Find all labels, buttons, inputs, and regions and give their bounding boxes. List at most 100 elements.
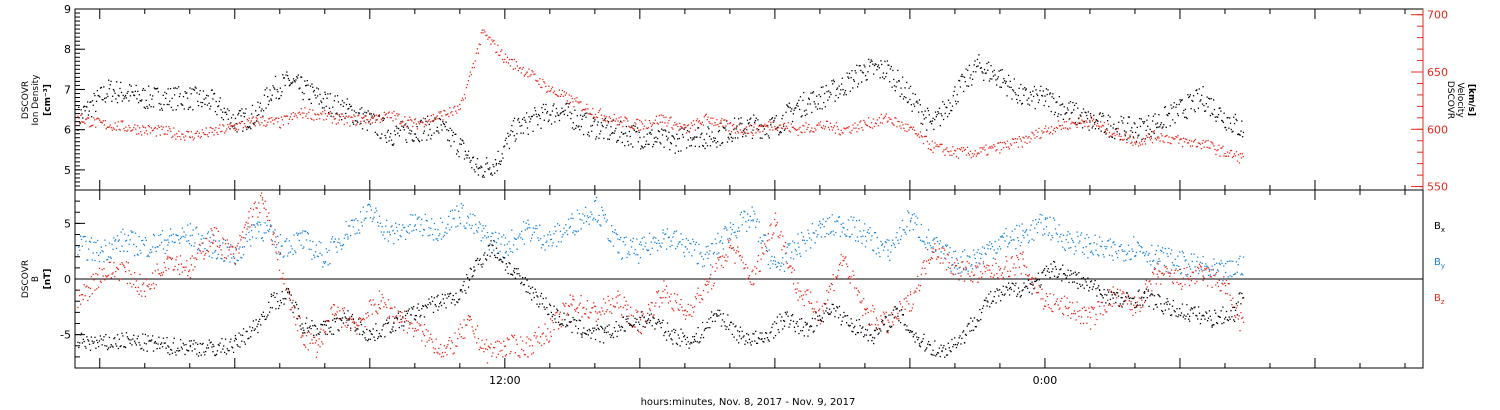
by-point bbox=[425, 219, 427, 222]
bz-point bbox=[437, 352, 439, 354]
bz-point bbox=[93, 279, 95, 281]
bz-point bbox=[356, 324, 358, 326]
by-point bbox=[180, 236, 183, 238]
bz-point bbox=[310, 333, 312, 335]
bz-point bbox=[563, 304, 565, 306]
by-point bbox=[185, 234, 187, 236]
velocity-point bbox=[969, 150, 972, 152]
density-point bbox=[188, 106, 190, 109]
by-point bbox=[171, 240, 174, 243]
by-point bbox=[716, 253, 718, 255]
bz-point bbox=[106, 276, 108, 278]
velocity-point bbox=[509, 65, 512, 67]
density-point bbox=[434, 117, 436, 119]
bz-point bbox=[432, 347, 435, 349]
density-point bbox=[274, 75, 277, 78]
density-point bbox=[505, 137, 507, 139]
by-point bbox=[1067, 231, 1069, 233]
velocity-point bbox=[433, 119, 435, 121]
by-point bbox=[641, 237, 643, 239]
bz-point bbox=[569, 294, 571, 296]
bz-point bbox=[828, 285, 831, 287]
density-point bbox=[91, 100, 94, 102]
velocity-point bbox=[604, 120, 607, 122]
density-point bbox=[194, 86, 196, 88]
velocity-point bbox=[683, 124, 685, 126]
density-point bbox=[491, 174, 493, 176]
by-point bbox=[177, 234, 179, 237]
bz-point bbox=[196, 252, 199, 254]
density-point bbox=[341, 100, 344, 102]
by-point bbox=[84, 235, 86, 238]
velocity-point bbox=[358, 114, 360, 116]
density-point bbox=[346, 98, 348, 100]
density-axis-label: DSCOVR Ion Density [cm⁻³] bbox=[21, 74, 53, 126]
density-point bbox=[337, 101, 340, 103]
by-point bbox=[542, 244, 544, 246]
density-point bbox=[869, 61, 872, 63]
density-point bbox=[975, 65, 978, 68]
velocity-point bbox=[1223, 155, 1225, 157]
velocity-point bbox=[999, 152, 1001, 154]
velocity-point bbox=[827, 126, 830, 129]
velocity-point bbox=[1147, 133, 1150, 135]
bz-point bbox=[295, 324, 297, 326]
bz-point bbox=[393, 321, 395, 323]
velocity-point bbox=[1102, 125, 1105, 127]
by-point bbox=[606, 219, 608, 221]
by-point bbox=[670, 240, 672, 242]
velocity-point bbox=[265, 125, 267, 128]
by-point bbox=[305, 239, 308, 241]
bz-point bbox=[587, 316, 589, 318]
density-point bbox=[319, 93, 321, 96]
by-point bbox=[319, 252, 321, 254]
density-point bbox=[967, 69, 969, 71]
by-point bbox=[728, 241, 730, 244]
velocity-tick-label: 700 bbox=[1427, 9, 1448, 22]
bz-point bbox=[335, 314, 337, 316]
velocity-point bbox=[93, 117, 95, 119]
by-point bbox=[495, 241, 498, 244]
velocity-point bbox=[885, 113, 887, 115]
density-point bbox=[1075, 102, 1077, 105]
bz-point bbox=[431, 338, 433, 340]
bz-point bbox=[119, 263, 121, 265]
bz-point bbox=[442, 355, 445, 358]
density-point bbox=[253, 123, 255, 126]
by-point bbox=[1083, 253, 1085, 255]
velocity-point bbox=[730, 131, 733, 133]
bz-point bbox=[825, 303, 827, 305]
density-point bbox=[1120, 115, 1122, 118]
bz-point bbox=[350, 318, 353, 320]
density-point bbox=[877, 64, 880, 66]
bz-point bbox=[748, 275, 751, 277]
density-point bbox=[343, 102, 345, 104]
density-point bbox=[737, 137, 739, 139]
bz-point bbox=[620, 306, 622, 308]
density-point bbox=[148, 104, 151, 106]
by-point bbox=[285, 240, 287, 242]
by-point bbox=[930, 247, 932, 249]
velocity-point bbox=[592, 107, 594, 110]
density-point bbox=[285, 74, 287, 76]
density-point bbox=[769, 119, 771, 121]
by-point bbox=[241, 246, 244, 248]
bz-point bbox=[391, 307, 393, 309]
density-point bbox=[543, 119, 545, 121]
bz-point bbox=[151, 272, 154, 274]
bz-point bbox=[142, 284, 144, 286]
bz-point bbox=[635, 309, 637, 311]
bz-point bbox=[353, 321, 355, 323]
velocity-point bbox=[160, 125, 162, 127]
by-point bbox=[299, 232, 301, 234]
velocity-point bbox=[167, 129, 169, 132]
density-point bbox=[958, 79, 960, 82]
density-point bbox=[440, 124, 442, 126]
density-point bbox=[284, 84, 286, 87]
density-point bbox=[430, 138, 432, 140]
velocity-point bbox=[506, 56, 509, 58]
by-point bbox=[584, 206, 587, 209]
bz-point bbox=[446, 346, 448, 348]
density-point bbox=[754, 119, 757, 122]
velocity-point bbox=[860, 120, 862, 122]
